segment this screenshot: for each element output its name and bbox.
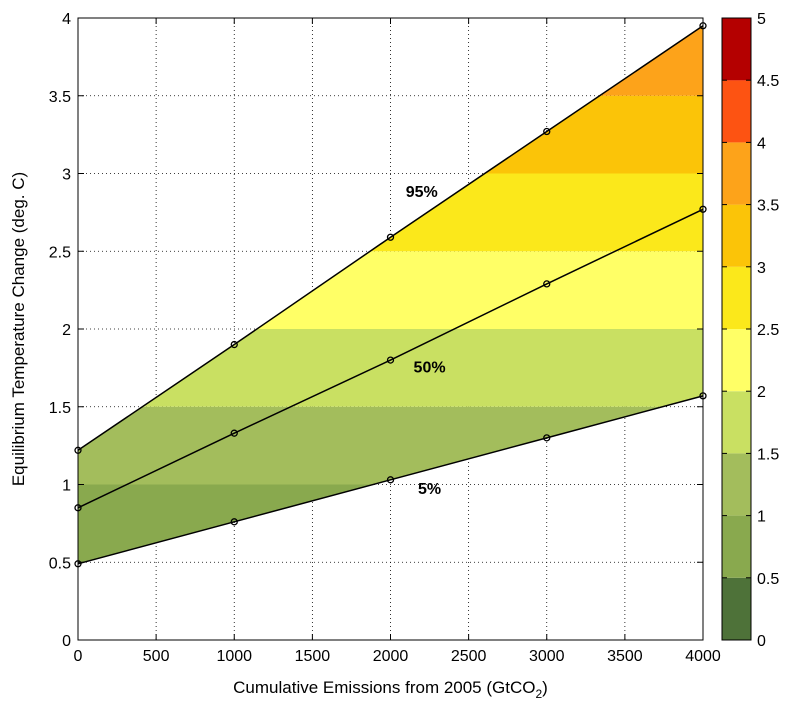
- x-tick-label: 1500: [295, 648, 331, 665]
- data-point: [386, 356, 395, 364]
- colorbar-tick-label: 2.5: [757, 322, 779, 339]
- colorbar-tick-label: 4: [757, 135, 766, 152]
- colorbar-tick-label: 1: [757, 509, 766, 526]
- colorbar-segment: [722, 80, 751, 143]
- series-label: 5%: [418, 481, 441, 498]
- colorbar-segment: [722, 142, 751, 205]
- series-lines: [77, 25, 704, 565]
- colorbar-segment: [722, 204, 751, 267]
- x-tick-label: 0: [74, 648, 83, 665]
- x-tick-label: 2500: [451, 648, 487, 665]
- x-axis-ticks: 0 500 1000 1500 2000 2500 3000 3500 4000: [74, 18, 721, 665]
- y-tick-label: 1.5: [49, 400, 71, 417]
- series-label: 50%: [414, 360, 446, 377]
- colorbar-tick-label: 3: [757, 260, 766, 277]
- y-axis-label: Equilibrium Temperature Change (deg. C): [9, 172, 28, 486]
- x-tick-label: 3500: [607, 648, 643, 665]
- x-axis-label: Cumulative Emissions from 2005 (GtCO2): [233, 678, 548, 701]
- series-line: [77, 395, 704, 565]
- y-tick-label: 2: [62, 322, 71, 339]
- x-tick-label: 2000: [373, 648, 409, 665]
- x-axis-label-subscript: 2: [535, 687, 542, 701]
- colorbar: 0 0.5 1 1.5 2 2.5 3 3.5 4 4.5 5: [721, 11, 779, 650]
- y-tick-label: 4: [62, 11, 71, 28]
- colorbar-tick-label: 3.5: [757, 198, 779, 215]
- plot-area: 95%50%5% 0 500 1000 1500 2000 2500 3000 3500 400…: [49, 11, 721, 665]
- x-tick-label: 3000: [529, 648, 565, 665]
- data-point: [230, 340, 238, 349]
- data-point: [386, 233, 395, 241]
- y-tick-label: 2.5: [49, 244, 71, 261]
- data-point: [543, 434, 551, 442]
- colorbar-segment: [722, 391, 751, 454]
- data-point: [230, 518, 238, 526]
- data-point: [543, 127, 551, 136]
- colorbar-tick-label: 1.5: [757, 446, 779, 463]
- colorbar-tick-label: 0: [757, 633, 766, 650]
- series-label: 95%: [406, 184, 438, 201]
- colorbar-tick-label: 4.5: [757, 73, 779, 90]
- y-tick-label: 3: [62, 167, 71, 184]
- y-tick-label: 0: [62, 633, 71, 650]
- series-line: [77, 25, 704, 451]
- series-labels: 95% 50% 5%: [406, 184, 446, 498]
- y-tick-label: 1: [62, 478, 71, 495]
- colorbar-segment: [722, 329, 751, 392]
- x-tick-label: 1000: [216, 648, 252, 665]
- y-tick-label: 3.5: [49, 89, 71, 106]
- series-line: [77, 208, 704, 509]
- colorbar-segment: [722, 453, 751, 516]
- data-point: [386, 476, 395, 484]
- colorbar-segment-top: [722, 18, 751, 81]
- data-point: [230, 429, 238, 437]
- x-tick-label: 4000: [685, 648, 721, 665]
- colorbar-segment: [722, 577, 751, 640]
- data-point: [543, 280, 551, 288]
- y-axis-ticks: 0 0.5 1 1.5 2 2.5 3 3.5 4: [49, 11, 703, 650]
- colorbar-tick-label: 2: [757, 384, 766, 401]
- y-tick-label: 0.5: [49, 555, 71, 572]
- colorbar-segment: [722, 266, 751, 329]
- colorbar-tick-label: 5: [757, 11, 766, 28]
- x-tick-label: 500: [143, 648, 170, 665]
- colorbar-segment: [722, 515, 751, 578]
- colorbar-tick-label: 0.5: [757, 571, 779, 588]
